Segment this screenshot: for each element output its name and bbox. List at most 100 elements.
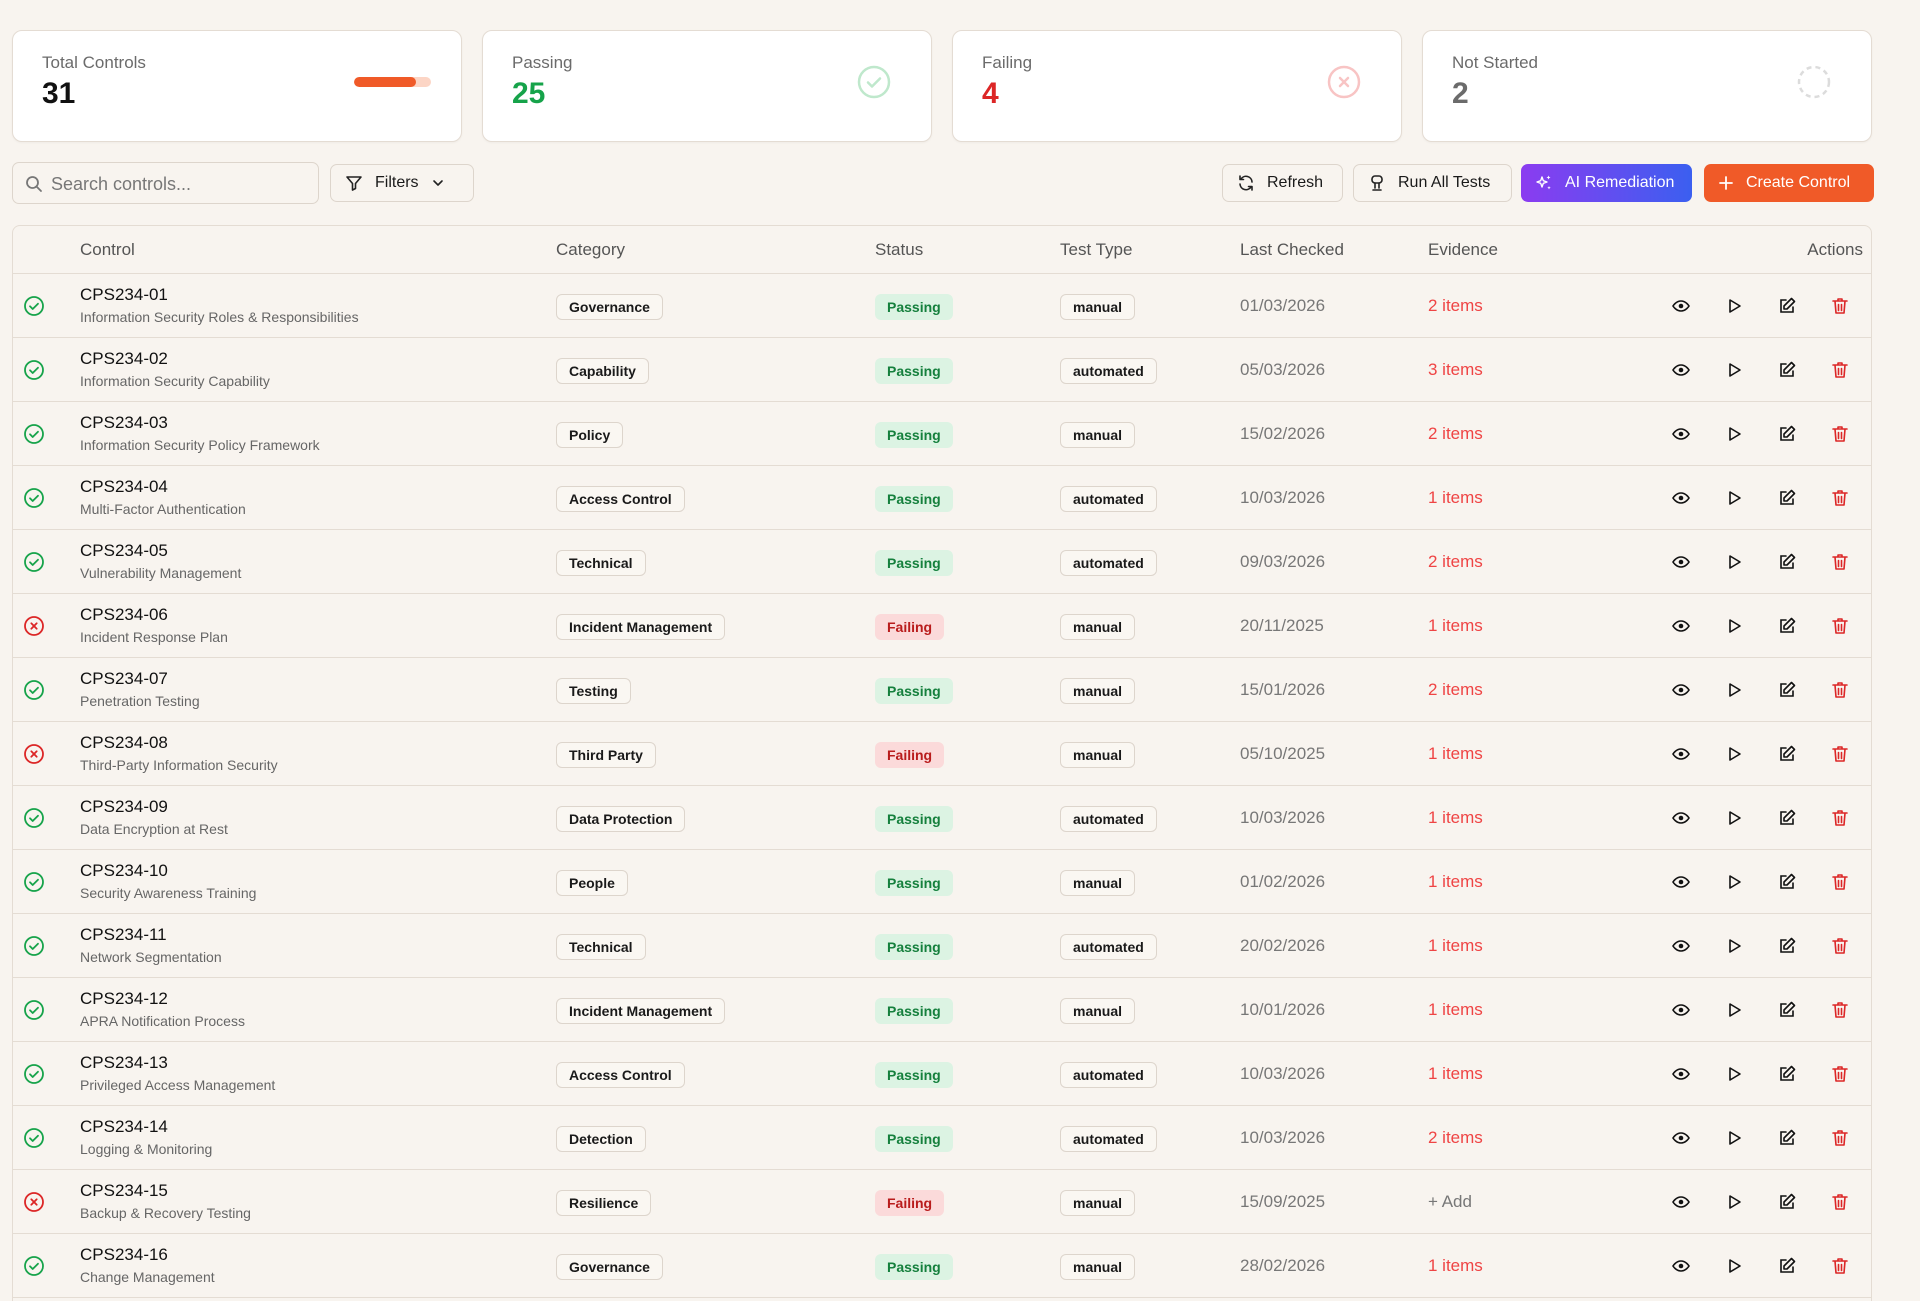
table-row[interactable]: CPS234-12 APRA Notification Process Incide… bbox=[13, 978, 1871, 1042]
trash-icon[interactable] bbox=[1830, 872, 1850, 892]
control-id[interactable]: CPS234-05 bbox=[80, 541, 168, 560]
table-row[interactable]: CPS234-04 Multi-Factor Authentication Acce… bbox=[13, 466, 1871, 530]
control-id[interactable]: CPS234-09 bbox=[80, 797, 168, 816]
table-row[interactable]: CPS234-14 Logging & Monitoring Detection Pa… bbox=[13, 1106, 1871, 1170]
eye-icon[interactable] bbox=[1671, 1128, 1691, 1148]
eye-icon[interactable] bbox=[1671, 936, 1691, 956]
evidence-link[interactable]: 1 items bbox=[1428, 488, 1483, 507]
trash-icon[interactable] bbox=[1830, 616, 1850, 636]
run-all-tests-button[interactable]: Run All Tests bbox=[1353, 164, 1512, 202]
play-icon[interactable] bbox=[1724, 488, 1744, 508]
evidence-link[interactable]: 2 items bbox=[1428, 1128, 1483, 1147]
trash-icon[interactable] bbox=[1830, 1128, 1850, 1148]
control-id[interactable]: CPS234-11 bbox=[80, 925, 167, 944]
evidence-link[interactable]: 1 items bbox=[1428, 1256, 1483, 1275]
eye-icon[interactable] bbox=[1671, 488, 1691, 508]
evidence-link[interactable]: 1 items bbox=[1428, 936, 1483, 955]
trash-icon[interactable] bbox=[1830, 744, 1850, 764]
eye-icon[interactable] bbox=[1671, 1256, 1691, 1276]
trash-icon[interactable] bbox=[1830, 1000, 1850, 1020]
header-test-type[interactable]: Test Type bbox=[1060, 240, 1133, 259]
eye-icon[interactable] bbox=[1671, 1192, 1691, 1212]
eye-icon[interactable] bbox=[1671, 552, 1691, 572]
play-icon[interactable] bbox=[1724, 872, 1744, 892]
edit-icon[interactable] bbox=[1777, 808, 1797, 828]
trash-icon[interactable] bbox=[1830, 680, 1850, 700]
table-row[interactable]: CPS234-02 Information Security Capability… bbox=[13, 338, 1871, 402]
evidence-link[interactable]: 1 items bbox=[1428, 1064, 1483, 1083]
table-row[interactable]: CPS234-10 Security Awareness Training Peop… bbox=[13, 850, 1871, 914]
edit-icon[interactable] bbox=[1777, 424, 1797, 444]
control-id[interactable]: CPS234-01 bbox=[80, 285, 168, 304]
header-status[interactable]: Status bbox=[875, 240, 924, 259]
evidence-link[interactable]: + Add bbox=[1428, 1192, 1472, 1211]
trash-icon[interactable] bbox=[1830, 296, 1850, 316]
trash-icon[interactable] bbox=[1830, 808, 1850, 828]
header-evidence[interactable]: Evidence bbox=[1428, 240, 1498, 259]
play-icon[interactable] bbox=[1724, 424, 1744, 444]
table-row[interactable]: CPS234-09 Data Encryption at Rest Data Pro… bbox=[13, 786, 1871, 850]
table-row[interactable]: CPS234-07 Penetration Testing Testing Passi… bbox=[13, 658, 1871, 722]
header-control[interactable]: Control bbox=[80, 240, 135, 259]
trash-icon[interactable] bbox=[1830, 1256, 1850, 1276]
play-icon[interactable] bbox=[1724, 360, 1744, 380]
play-icon[interactable] bbox=[1724, 744, 1744, 764]
eye-icon[interactable] bbox=[1671, 872, 1691, 892]
evidence-link[interactable]: 1 items bbox=[1428, 616, 1483, 635]
play-icon[interactable] bbox=[1724, 1064, 1744, 1084]
play-icon[interactable] bbox=[1724, 1256, 1744, 1276]
evidence-link[interactable]: 2 items bbox=[1428, 552, 1483, 571]
eye-icon[interactable] bbox=[1671, 296, 1691, 316]
play-icon[interactable] bbox=[1724, 552, 1744, 572]
eye-icon[interactable] bbox=[1671, 680, 1691, 700]
edit-icon[interactable] bbox=[1777, 936, 1797, 956]
evidence-link[interactable]: 2 items bbox=[1428, 424, 1483, 443]
eye-icon[interactable] bbox=[1671, 1000, 1691, 1020]
search-box[interactable] bbox=[12, 162, 319, 204]
edit-icon[interactable] bbox=[1777, 616, 1797, 636]
table-row[interactable]: CPS234-06 Incident Response Plan Incident … bbox=[13, 594, 1871, 658]
play-icon[interactable] bbox=[1724, 1000, 1744, 1020]
trash-icon[interactable] bbox=[1830, 488, 1850, 508]
control-id[interactable]: CPS234-04 bbox=[80, 477, 168, 496]
evidence-link[interactable]: 1 items bbox=[1428, 872, 1483, 891]
edit-icon[interactable] bbox=[1777, 488, 1797, 508]
create-control-button[interactable]: Create Control bbox=[1704, 164, 1874, 202]
evidence-link[interactable]: 2 items bbox=[1428, 680, 1483, 699]
trash-icon[interactable] bbox=[1830, 936, 1850, 956]
edit-icon[interactable] bbox=[1777, 1064, 1797, 1084]
control-id[interactable]: CPS234-06 bbox=[80, 605, 168, 624]
control-id[interactable]: CPS234-16 bbox=[80, 1245, 168, 1264]
edit-icon[interactable] bbox=[1777, 552, 1797, 572]
edit-icon[interactable] bbox=[1777, 872, 1797, 892]
control-id[interactable]: CPS234-07 bbox=[80, 669, 168, 688]
edit-icon[interactable] bbox=[1777, 1256, 1797, 1276]
ai-remediation-button[interactable]: AI Remediation bbox=[1521, 164, 1692, 202]
evidence-link[interactable]: 2 items bbox=[1428, 296, 1483, 315]
play-icon[interactable] bbox=[1724, 808, 1744, 828]
control-id[interactable]: CPS234-02 bbox=[80, 349, 168, 368]
trash-icon[interactable] bbox=[1830, 1192, 1850, 1212]
table-row[interactable]: CPS234-16 Change Management Governance Pass… bbox=[13, 1234, 1871, 1298]
eye-icon[interactable] bbox=[1671, 424, 1691, 444]
edit-icon[interactable] bbox=[1777, 680, 1797, 700]
play-icon[interactable] bbox=[1724, 616, 1744, 636]
control-id[interactable]: CPS234-13 bbox=[80, 1053, 168, 1072]
evidence-link[interactable]: 3 items bbox=[1428, 360, 1483, 379]
edit-icon[interactable] bbox=[1777, 1192, 1797, 1212]
play-icon[interactable] bbox=[1724, 296, 1744, 316]
eye-icon[interactable] bbox=[1671, 1064, 1691, 1084]
play-icon[interactable] bbox=[1724, 936, 1744, 956]
edit-icon[interactable] bbox=[1777, 360, 1797, 380]
trash-icon[interactable] bbox=[1830, 1064, 1850, 1084]
table-row[interactable]: CPS234-15 Backup & Recovery Testing Resili… bbox=[13, 1170, 1871, 1234]
table-row[interactable]: CPS234-01 Information Security Roles & Re… bbox=[13, 274, 1871, 338]
table-row[interactable]: CPS234-13 Privileged Access Management Acc… bbox=[13, 1042, 1871, 1106]
control-id[interactable]: CPS234-10 bbox=[80, 861, 168, 880]
table-row[interactable]: CPS234-05 Vulnerability Management Technic… bbox=[13, 530, 1871, 594]
trash-icon[interactable] bbox=[1830, 552, 1850, 572]
trash-icon[interactable] bbox=[1830, 360, 1850, 380]
play-icon[interactable] bbox=[1724, 680, 1744, 700]
edit-icon[interactable] bbox=[1777, 296, 1797, 316]
refresh-button[interactable]: Refresh bbox=[1222, 164, 1343, 202]
